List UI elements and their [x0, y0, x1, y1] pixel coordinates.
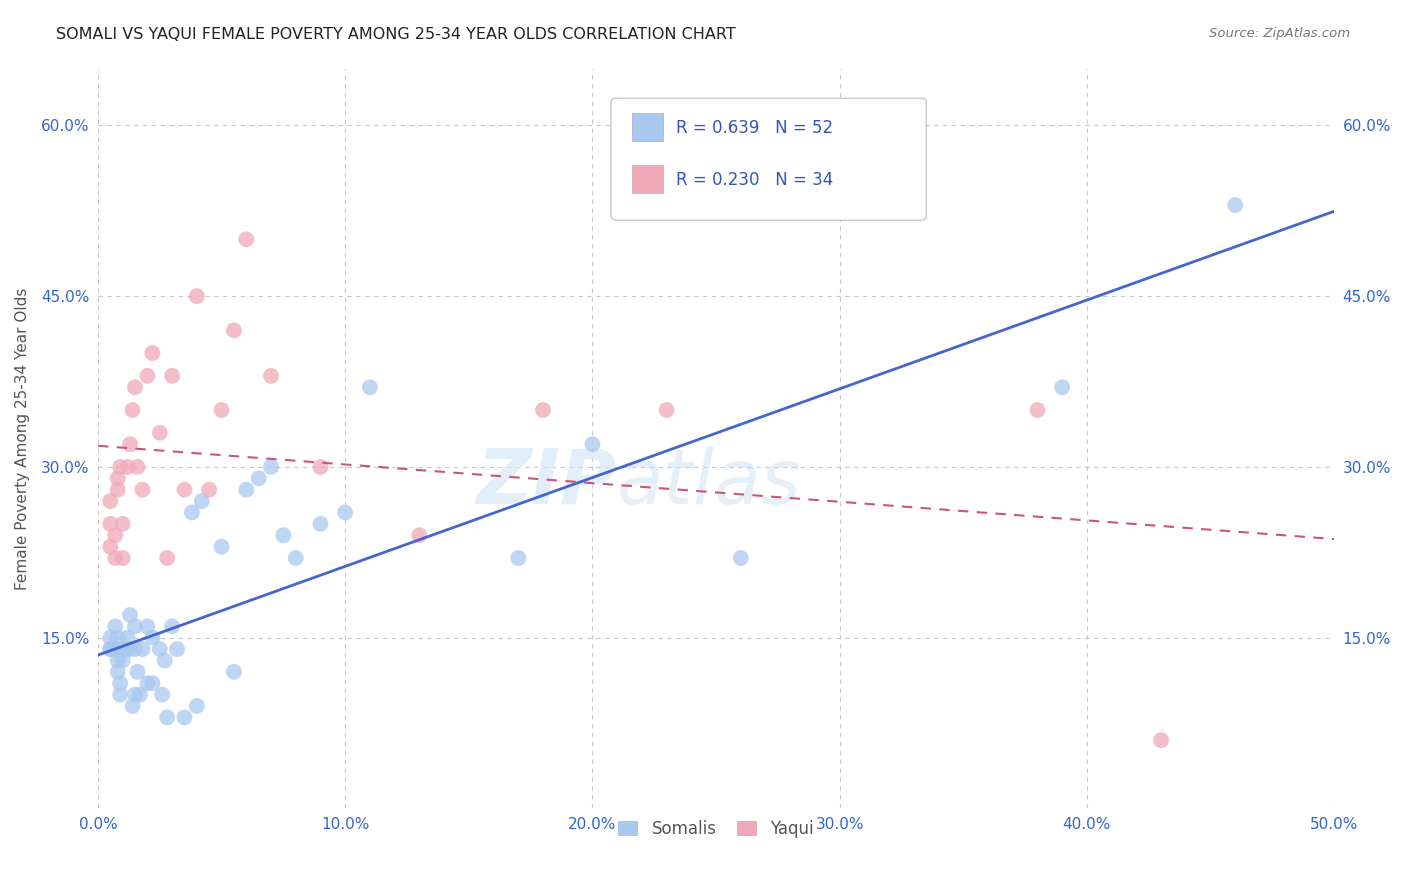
- Point: [284, 551, 307, 566]
- Text: R = 0.639   N = 52: R = 0.639 N = 52: [676, 119, 834, 136]
- FancyBboxPatch shape: [631, 113, 662, 141]
- Point: [309, 459, 332, 474]
- Point: [124, 688, 146, 702]
- Point: [260, 459, 283, 474]
- Point: [124, 642, 146, 657]
- Point: [508, 551, 530, 566]
- Text: Source: ZipAtlas.com: Source: ZipAtlas.com: [1209, 27, 1350, 40]
- Point: [408, 528, 430, 542]
- Point: [160, 368, 183, 383]
- Point: [1050, 380, 1073, 394]
- Point: [222, 323, 245, 337]
- Point: [247, 471, 270, 485]
- Point: [141, 631, 163, 645]
- Y-axis label: Female Poverty Among 25-34 Year Olds: Female Poverty Among 25-34 Year Olds: [15, 287, 30, 590]
- Point: [173, 710, 195, 724]
- Point: [136, 368, 159, 383]
- Point: [235, 483, 257, 497]
- Point: [235, 232, 257, 246]
- Point: [111, 653, 134, 667]
- Point: [153, 653, 176, 667]
- Point: [117, 631, 139, 645]
- Point: [149, 425, 172, 440]
- Point: [150, 688, 173, 702]
- Point: [156, 551, 179, 566]
- Point: [141, 346, 163, 360]
- Point: [730, 551, 752, 566]
- Point: [107, 471, 129, 485]
- Point: [127, 459, 149, 474]
- Point: [111, 551, 134, 566]
- FancyBboxPatch shape: [612, 98, 927, 220]
- Point: [180, 506, 202, 520]
- Legend: Somalis, Yaqui: Somalis, Yaqui: [612, 814, 820, 845]
- Point: [655, 403, 678, 417]
- Point: [131, 483, 153, 497]
- Point: [121, 698, 143, 713]
- Point: [335, 506, 357, 520]
- Point: [104, 619, 127, 633]
- Point: [1150, 733, 1173, 747]
- Point: [186, 698, 208, 713]
- Point: [136, 619, 159, 633]
- Point: [98, 516, 121, 531]
- Point: [191, 494, 214, 508]
- Point: [160, 619, 183, 633]
- Point: [98, 494, 121, 508]
- Point: [107, 631, 129, 645]
- Point: [107, 653, 129, 667]
- Text: ZIP: ZIP: [478, 446, 617, 520]
- Point: [198, 483, 221, 497]
- Point: [273, 528, 295, 542]
- Point: [166, 642, 188, 657]
- Point: [173, 483, 195, 497]
- Point: [117, 642, 139, 657]
- Point: [121, 403, 143, 417]
- Text: atlas: atlas: [617, 446, 801, 520]
- Point: [120, 437, 142, 451]
- Point: [104, 551, 127, 566]
- Point: [1225, 198, 1247, 212]
- Point: [129, 688, 152, 702]
- Point: [108, 688, 131, 702]
- Point: [120, 642, 142, 657]
- Text: SOMALI VS YAQUI FEMALE POVERTY AMONG 25-34 YEAR OLDS CORRELATION CHART: SOMALI VS YAQUI FEMALE POVERTY AMONG 25-…: [56, 27, 735, 42]
- Point: [98, 642, 121, 657]
- Point: [141, 676, 163, 690]
- Point: [107, 665, 129, 679]
- Point: [104, 528, 127, 542]
- Point: [111, 516, 134, 531]
- Point: [581, 437, 603, 451]
- Text: R = 0.230   N = 34: R = 0.230 N = 34: [676, 170, 834, 188]
- Point: [149, 642, 172, 657]
- Point: [309, 516, 332, 531]
- Point: [127, 665, 149, 679]
- Point: [98, 642, 121, 657]
- Point: [136, 676, 159, 690]
- Point: [211, 403, 233, 417]
- Point: [108, 459, 131, 474]
- Point: [117, 459, 139, 474]
- FancyBboxPatch shape: [631, 165, 662, 193]
- Point: [120, 607, 142, 622]
- Point: [131, 642, 153, 657]
- Point: [156, 710, 179, 724]
- Point: [260, 368, 283, 383]
- Point: [104, 642, 127, 657]
- Point: [124, 380, 146, 394]
- Point: [186, 289, 208, 303]
- Point: [98, 631, 121, 645]
- Point: [98, 540, 121, 554]
- Point: [211, 540, 233, 554]
- Point: [124, 619, 146, 633]
- Point: [108, 676, 131, 690]
- Point: [1026, 403, 1049, 417]
- Point: [359, 380, 381, 394]
- Point: [107, 483, 129, 497]
- Point: [111, 642, 134, 657]
- Point: [222, 665, 245, 679]
- Point: [531, 403, 554, 417]
